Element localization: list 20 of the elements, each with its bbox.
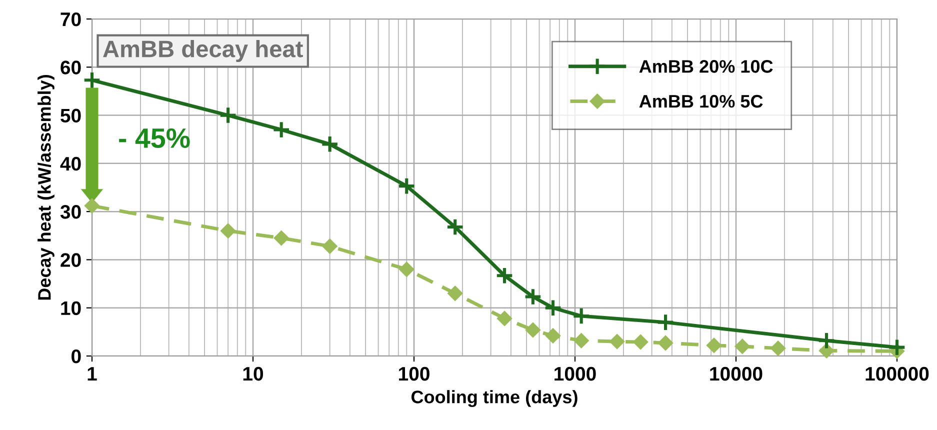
y-tick-label: 30 <box>60 205 81 219</box>
legend-label: AmBB 20% 10C <box>639 60 773 73</box>
x-tick-label: 10000 <box>710 366 762 381</box>
y-tick-label: 20 <box>60 253 81 267</box>
y-tick-label: 60 <box>60 60 81 74</box>
legend-label: AmBB 10% 5C <box>639 94 763 108</box>
x-axis-title: Cooling time (days) <box>411 390 578 408</box>
y-tick-label: 50 <box>60 108 81 123</box>
y-tick-label: 0 <box>72 349 81 364</box>
y-tick-label: 10 <box>61 301 81 316</box>
annotation: AmBB decay heat <box>103 40 303 62</box>
x-tick-label: 1 <box>88 367 97 381</box>
annotation: - 45% <box>119 128 190 148</box>
y-tick-label: 40 <box>60 156 81 171</box>
x-tick-label: 100000 <box>866 366 929 381</box>
x-tick-label: 1000 <box>554 366 596 381</box>
y-tick-label: 70 <box>60 12 81 26</box>
x-tick-label: 10 <box>243 366 264 381</box>
x-tick-label: 100 <box>399 366 430 381</box>
y-axis-title: Decay heat (kW/assembly) <box>38 74 54 300</box>
